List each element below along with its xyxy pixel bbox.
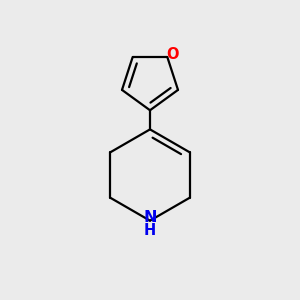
- Text: O: O: [167, 47, 179, 62]
- Text: H: H: [144, 223, 156, 238]
- Text: N: N: [143, 210, 157, 225]
